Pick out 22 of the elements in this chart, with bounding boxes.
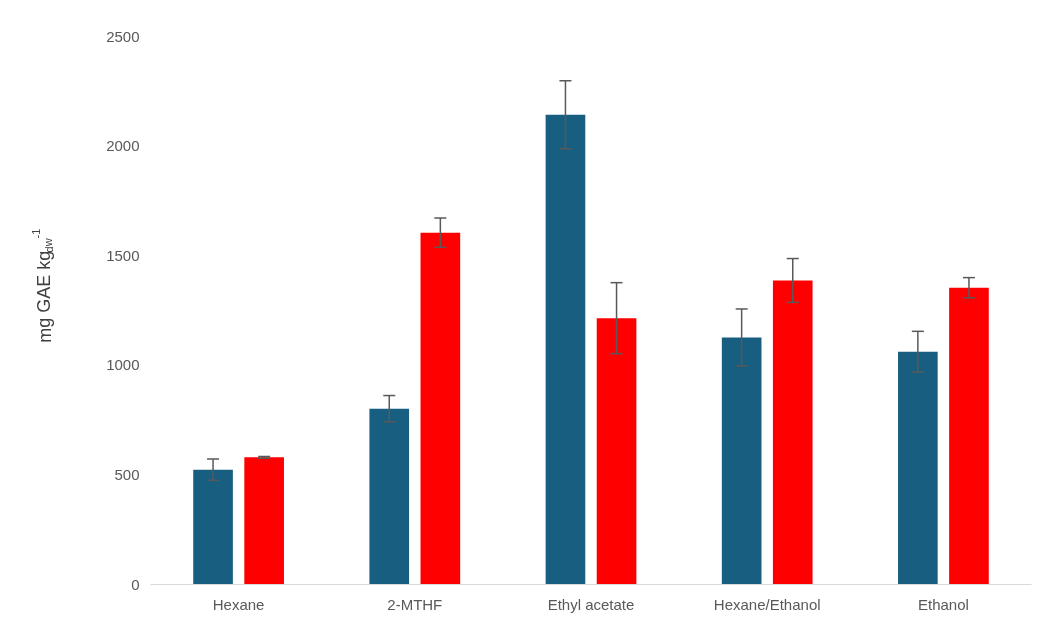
bar [596, 318, 637, 585]
y-tick-label: 500 [114, 465, 140, 483]
y-tick-label: 1500 [106, 246, 140, 264]
x-tick-label: 2-MTHF [387, 595, 443, 613]
x-tick-label: Ethanol [917, 595, 969, 613]
x-tick-label: Ethyl acetate [547, 595, 635, 613]
y-axis-title: mg GAE kgdw-1 [30, 228, 55, 343]
bar [545, 114, 586, 585]
y-tick-label: 1000 [106, 356, 140, 374]
bar [772, 280, 813, 585]
x-tick-label: Hexane/Ethanol [713, 595, 821, 613]
bar [420, 232, 461, 585]
bar [721, 337, 762, 585]
bar [193, 469, 233, 585]
bar [369, 408, 410, 585]
y-tick-label: 0 [131, 575, 140, 593]
bar [898, 351, 938, 585]
bar [949, 287, 989, 585]
y-tick-label: 2000 [106, 137, 140, 155]
y-tick-label: 2500 [106, 27, 140, 45]
bar [244, 457, 284, 585]
x-tick-label: Hexane [212, 595, 265, 613]
